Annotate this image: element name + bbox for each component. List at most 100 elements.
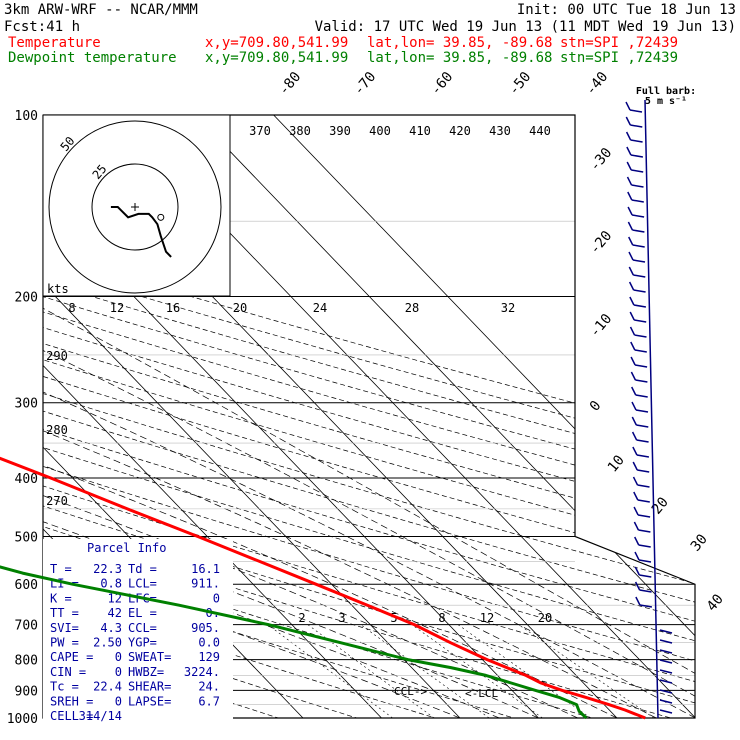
parcel-info-cell: 2.50 [93,636,122,650]
wind-barb [638,485,650,487]
wind-barb [631,170,643,172]
pressure-tick-label: 600 [15,578,38,593]
wind-barb [635,335,647,337]
temp-legend-name: Temperature [8,35,101,51]
mixing-ratio-low-label: 20 [538,611,552,625]
parcel-info-cell: 0.0 [198,636,220,650]
parcel-info-cell: 0.8 [100,577,122,591]
wind-barb-flag [630,282,634,290]
mixing-ratio-label: 24 [313,301,327,315]
parcel-info-cell: SHEAR= [128,680,171,694]
parcel-info-cell: T = [50,562,72,576]
wind-barb-flag [630,312,634,320]
isotherm-label: 10 [605,452,628,475]
parcel-info-cell: 22.3 [93,562,122,576]
wind-barb-flag [629,252,633,260]
wind-barb [633,245,645,247]
wind-barb-flag [629,267,633,275]
wind-barb-low [660,660,672,663]
theta-side-label: 280 [46,423,68,437]
wind-barb [638,515,650,517]
wind-barb-flag [634,507,638,515]
temp-legend-latlon: lat,lon= 39.85, -89.68 [367,35,552,51]
parcel-info-cell: 0 [115,650,122,664]
wind-barb [632,200,644,202]
wind-barb [636,395,648,397]
mixing-ratio-line [458,625,591,718]
wind-barb-flag [628,192,632,200]
mixing-ratio-label: 12 [110,301,124,315]
isotherm-label: 20 [649,494,672,517]
wind-barb [631,140,643,142]
wind-barb [638,530,650,532]
init-time: Init: 00 UTC Tue 18 Jun 13 [517,2,736,18]
parcel-info-cell: 911. [191,577,220,591]
isotherm-label: -30 [587,145,616,175]
parcel-info-cell: TT = [50,606,79,620]
mixing-ratio-low-label: 8 [438,611,445,625]
parcel-info-cell: LAPSE= [128,694,171,708]
wind-barb-flag [634,492,638,500]
theta-label: 370 [249,124,271,138]
wind-barb-flag [629,237,633,245]
wind-barb [631,155,643,157]
wind-barbs [626,100,672,718]
parcel-info-cell: 16.1 [191,562,220,576]
parcel-info-cell: 22.4 [93,680,122,694]
mixing-ratio-low-label: 3 [338,611,345,625]
wind-barb-low [660,670,672,673]
wind-barb-flag [626,117,630,125]
parcel-info-cell: 6.7 [198,694,220,708]
model-title: 3km ARW-WRF -- NCAR/MMM [4,2,198,18]
theta-label: 410 [409,124,431,138]
wind-barb-flag [628,222,632,230]
pressure-tick-label: 100 [15,109,38,124]
wind-barb [634,290,646,292]
wind-barb [633,275,645,277]
parcel-info-cell: CAPE = [50,650,93,664]
mixing-ratio-label: 16 [166,301,180,315]
parcel-info-cell: Td = [128,562,157,576]
fcst-value: 41 h [46,19,80,35]
wind-barb-flag [627,147,631,155]
wind-barb [637,440,649,442]
wind-barb-flag [634,477,638,485]
mixing-ratio-low-label: 12 [480,611,494,625]
isotherm-label: -10 [587,311,616,341]
wind-barb-flag [634,522,638,530]
parcel-info-cell: Tc = [50,680,79,694]
parcel-info-cell: 0 [213,591,220,605]
wind-barb-flag [632,402,636,410]
isotherm-label: 30 [688,531,711,554]
mixing-ratio-label: 28 [405,301,419,315]
parcel-info-cell: HWBZ= [128,665,164,679]
wind-barb-flag [628,207,632,215]
hodograph-unit: kts [47,282,69,296]
parcel-info-cell: 42 [108,606,122,620]
theta-label: 390 [329,124,351,138]
wind-barb [634,320,646,322]
wind-barb [639,560,651,562]
fcst-label: Fcst: [4,19,46,35]
isotherm-label: -60 [428,69,457,99]
temp-legend-xy: x,y=709.80,541.99 [205,35,348,51]
wind-staff-main [645,100,658,718]
parcel-info-cell: PW = [50,636,79,650]
barb-legend-line2: 5 m s⁻¹ [645,96,687,107]
wind-barb [634,305,646,307]
isotherm-line [274,115,740,718]
wind-barb-flag [635,537,639,545]
wind-barb [636,425,648,427]
parcel-info-cell: 4.3 [100,621,122,635]
wind-barb-flag [633,447,637,455]
mixing-ratio-label: 32 [501,301,515,315]
theta-label: 430 [489,124,511,138]
temp-legend-stn: stn=SPI ,72439 [560,35,678,51]
isotherm-label: -20 [587,228,616,258]
mixing-ratio-label: 8 [68,301,75,315]
wind-barb-flag [633,432,637,440]
wind-barb-flag [631,357,635,365]
dew-legend-latlon: lat,lon= 39.85, -89.68 [367,50,552,66]
hodograph: 25 50 kts [43,115,230,296]
